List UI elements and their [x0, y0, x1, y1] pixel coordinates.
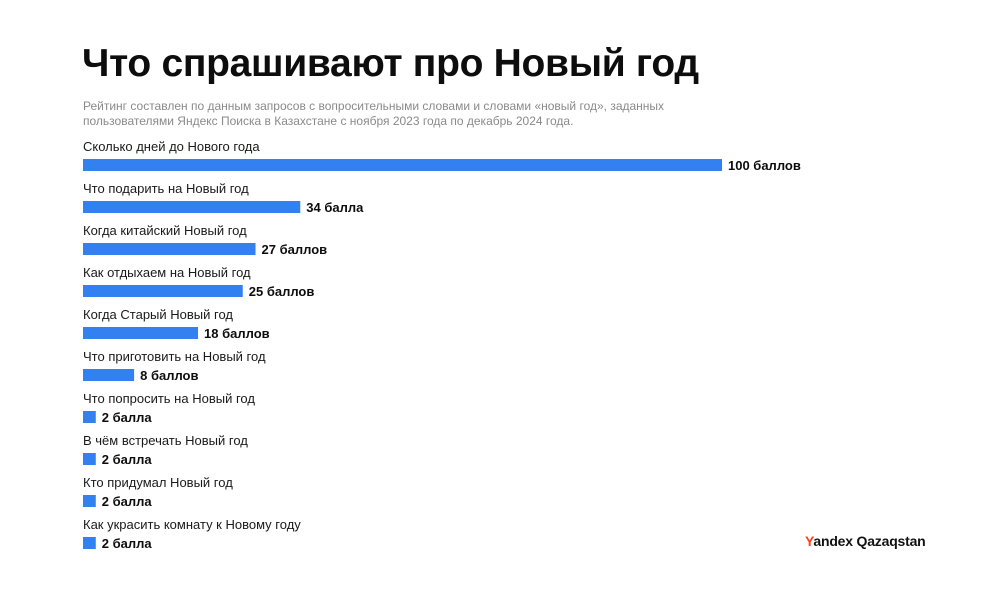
value-label: 100 баллов [728, 158, 801, 173]
bar [83, 537, 96, 549]
bar [83, 453, 96, 465]
category-label: В чём встречать Новый год [83, 433, 248, 448]
category-label: Когда Старый Новый год [83, 307, 233, 322]
value-label: 2 балла [102, 452, 153, 467]
category-label: Когда китайский Новый год [83, 223, 247, 238]
value-label: 2 балла [102, 410, 153, 425]
category-label: Как отдыхаем на Новый год [83, 265, 251, 280]
value-label: 2 балла [102, 536, 153, 551]
category-label: Как украсить комнату к Новому году [83, 517, 301, 532]
logo-text: andex Qazaqstan [813, 533, 926, 549]
category-label: Сколько дней до Нового года [83, 139, 260, 154]
value-label: 25 баллов [249, 284, 315, 299]
bar [83, 159, 722, 171]
value-label: 34 балла [306, 200, 364, 215]
yandex-qazaqstan-logo: Yandex Qazaqstan [805, 533, 926, 549]
bar [83, 411, 96, 423]
bar [83, 495, 96, 507]
logo-letter: Y [805, 533, 814, 549]
bar [83, 327, 199, 339]
category-label: Кто придумал Новый год [83, 475, 233, 490]
bar [83, 201, 301, 213]
bar [83, 369, 135, 381]
bar [83, 285, 243, 297]
value-label: 2 балла [102, 494, 153, 509]
category-label: Что попросить на Новый год [83, 391, 255, 406]
category-label: Что приготовить на Новый год [83, 349, 266, 364]
value-label: 27 баллов [262, 242, 328, 257]
chart-subtitle: Рейтинг составлен по данным запросов с в… [83, 99, 665, 128]
bar [83, 243, 256, 255]
category-label: Что подарить на Новый год [83, 181, 249, 196]
value-label: 8 баллов [140, 368, 198, 383]
chart-title: Что спрашивают про Новый год [82, 42, 699, 85]
value-label: 18 баллов [204, 326, 270, 341]
